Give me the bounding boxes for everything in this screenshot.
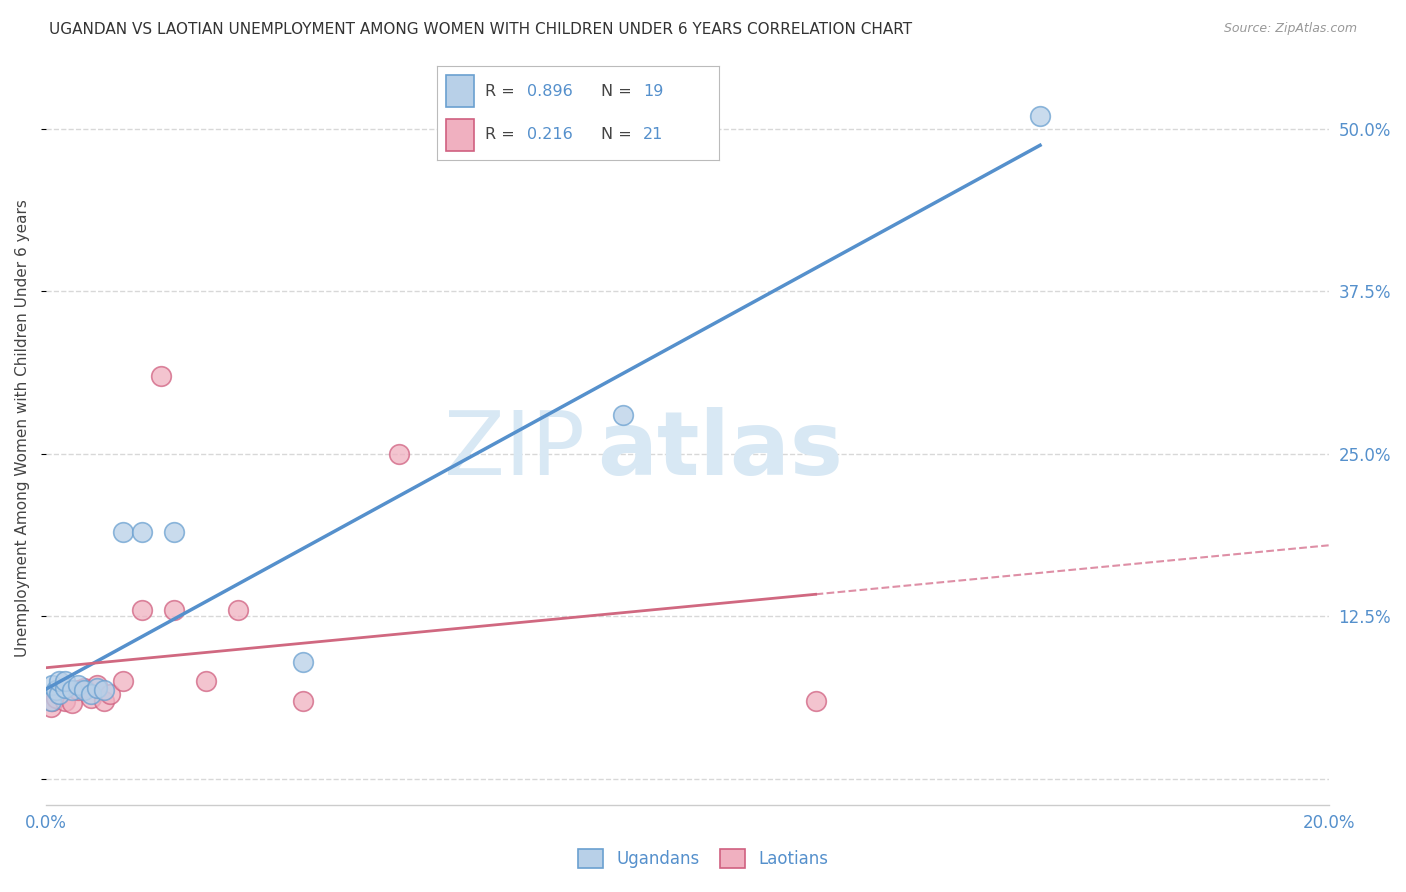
Point bbox=[291, 655, 314, 669]
Text: atlas: atlas bbox=[598, 407, 844, 494]
Point bbox=[53, 694, 76, 708]
Point bbox=[195, 674, 218, 689]
Point bbox=[388, 447, 411, 461]
Point bbox=[86, 681, 108, 695]
Point bbox=[111, 674, 134, 689]
Point bbox=[131, 602, 153, 616]
Text: Source: ZipAtlas.com: Source: ZipAtlas.com bbox=[1223, 22, 1357, 36]
Point bbox=[93, 694, 115, 708]
Point bbox=[60, 683, 83, 698]
Point bbox=[163, 602, 186, 616]
Legend: Ugandans, Laotians: Ugandans, Laotians bbox=[571, 843, 835, 875]
Text: ZIP: ZIP bbox=[444, 407, 585, 494]
Point bbox=[131, 524, 153, 539]
Point bbox=[1029, 109, 1052, 123]
Point bbox=[39, 700, 62, 714]
Point bbox=[48, 687, 70, 701]
Point bbox=[163, 524, 186, 539]
Point bbox=[41, 678, 63, 692]
Point bbox=[150, 368, 173, 383]
Point bbox=[67, 678, 90, 692]
Point bbox=[60, 696, 83, 710]
Point bbox=[291, 694, 314, 708]
Point bbox=[228, 602, 250, 616]
Point bbox=[73, 683, 96, 698]
Point bbox=[98, 687, 121, 701]
Point bbox=[804, 694, 827, 708]
Point bbox=[612, 408, 634, 422]
Point bbox=[48, 674, 70, 689]
Point bbox=[67, 683, 90, 698]
Point bbox=[80, 687, 103, 701]
Point bbox=[111, 524, 134, 539]
Point bbox=[53, 674, 76, 689]
Text: UGANDAN VS LAOTIAN UNEMPLOYMENT AMONG WOMEN WITH CHILDREN UNDER 6 YEARS CORRELAT: UGANDAN VS LAOTIAN UNEMPLOYMENT AMONG WO… bbox=[49, 22, 912, 37]
Point bbox=[41, 694, 63, 708]
Point bbox=[48, 687, 70, 701]
Y-axis label: Unemployment Among Women with Children Under 6 years: Unemployment Among Women with Children U… bbox=[15, 199, 30, 657]
Point bbox=[39, 694, 62, 708]
Point bbox=[53, 681, 76, 695]
Point bbox=[45, 691, 67, 706]
Point bbox=[45, 683, 67, 698]
Point bbox=[93, 683, 115, 698]
Point bbox=[86, 678, 108, 692]
Point bbox=[73, 681, 96, 695]
Point bbox=[80, 691, 103, 706]
